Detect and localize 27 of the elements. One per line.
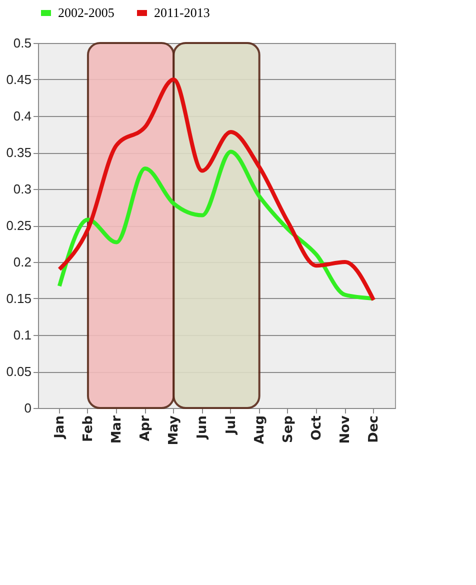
y-tick-label: 0 (24, 400, 32, 416)
x-tick-label: Apr (138, 414, 154, 442)
x-tick-label: Mar (110, 414, 125, 444)
x-tick-label: Jan (52, 416, 68, 440)
x-tick-label: Jun (195, 416, 210, 440)
x-tick-label: Dec (366, 416, 382, 443)
x-tick-label: Jul (224, 416, 239, 436)
y-tick-label: 0.3 (13, 182, 32, 196)
x-tick-label: Aug (252, 416, 268, 444)
x-tick-label: Feb (80, 416, 96, 442)
y-tick-label: 0.5 (13, 36, 32, 50)
y-tick-label: 0.35 (6, 145, 32, 160)
y-tick-label: 0.2 (13, 254, 32, 270)
line-series (57, 150, 376, 300)
y-tick-label: 0.4 (13, 108, 32, 124)
y-tick-label: 0.45 (6, 72, 32, 87)
y-tick-label: 0.05 (6, 364, 32, 379)
legend-label: 2002-2005 (58, 5, 114, 20)
x-tick-label: Oct (309, 416, 324, 440)
y-tick-label: 0.25 (6, 218, 32, 233)
legend-label: 2011-2013 (154, 5, 210, 20)
y-tick-label: 0.1 (13, 328, 32, 342)
line-series (57, 78, 376, 302)
x-tick-label: May (166, 414, 182, 446)
x-tick-label: Nov (338, 414, 354, 444)
y-tick-label: 0.15 (6, 291, 32, 306)
x-tick-label: Sep (280, 416, 296, 443)
